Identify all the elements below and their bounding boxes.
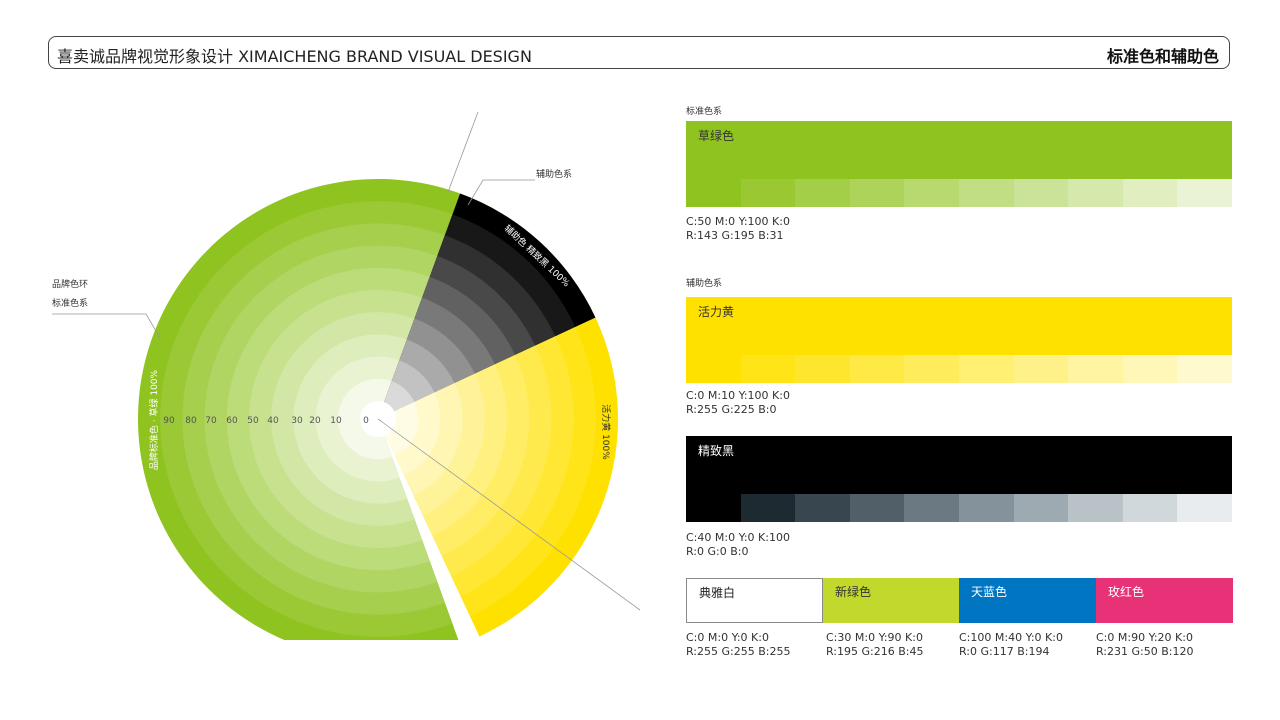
green-tint-cell <box>686 179 741 207</box>
header-bar: 喜卖诚品牌视觉形象设计 XIMAICHENG BRAND VISUAL DESI… <box>48 36 1230 69</box>
black-swatch: 精致黑 <box>686 436 1232 494</box>
ring-number: 0 <box>363 416 369 426</box>
new-green-color-values: C:30 M:0 Y:90 K:0 R:195 G:216 B:45 <box>826 631 923 659</box>
black-tint-cell <box>1013 494 1069 522</box>
wheel-divider-line-top <box>447 111 479 193</box>
black-cmyk: C:40 M:0 Y:0 K:100 <box>686 531 790 544</box>
ring-number: 40 <box>267 416 279 426</box>
sky-blue-rgb: R:0 G:117 B:194 <box>959 645 1050 658</box>
white-rgb: R:255 G:255 B:255 <box>686 645 791 658</box>
rose-red-color-name: 玫红色 <box>1108 585 1145 599</box>
green-tint-cell <box>740 179 796 207</box>
ring-number: 70 <box>205 416 217 426</box>
sky-blue-color-name: 天蓝色 <box>971 585 1008 599</box>
yellow-tint-cell <box>904 355 959 383</box>
section-title: 标准色和辅助色 <box>1106 47 1219 66</box>
black-tint-cell <box>1122 494 1178 522</box>
green-tint-cell <box>958 179 1014 207</box>
green-color-name: 草绿色 <box>698 129 735 143</box>
yellow-swatch: 活力黄 <box>686 297 1232 355</box>
new-green-cmyk: C:30 M:0 Y:90 K:0 <box>826 631 923 644</box>
brand-color-wheel: 品牌标准色 · 草绿 100% 辅助色 精致黑 100% 活力黄 100% 90… <box>52 111 641 640</box>
green-cmyk: C:50 M:0 Y:100 K:0 <box>686 215 790 228</box>
ring-number: 20 <box>309 416 321 426</box>
yellow-arc-label: 活力黄 100% <box>600 404 612 460</box>
callout-standard-series: 标准色系 <box>52 299 89 309</box>
black-color-values: C:40 M:0 Y:0 K:100 R:0 G:0 B:0 <box>686 531 790 559</box>
sky-blue-color-values: C:100 M:40 Y:0 K:0 R:0 G:117 B:194 <box>959 631 1063 659</box>
yellow-tint-cell <box>1013 355 1069 383</box>
callout-line-left <box>52 313 161 339</box>
black-tint-cell <box>904 494 959 522</box>
green-tint-strip <box>686 179 1232 207</box>
yellow-color-name: 活力黄 <box>698 305 735 319</box>
green-tint-cell <box>904 179 959 207</box>
black-tint-cell <box>740 494 796 522</box>
standard-group-label: 标准色系 <box>686 107 723 117</box>
white-color-name: 典雅白 <box>699 586 736 600</box>
yellow-tint-cell <box>740 355 796 383</box>
ring-number: 60 <box>226 416 238 426</box>
yellow-cmyk: C:0 M:10 Y:100 K:0 <box>686 389 790 402</box>
standard-green-panel: 草绿色 <box>686 121 1232 207</box>
green-tint-cell <box>849 179 905 207</box>
green-tint-cell <box>795 179 850 207</box>
yellow-rgb: R:255 G:225 B:0 <box>686 403 777 416</box>
auxiliary-group-label: 辅助色系 <box>686 279 723 289</box>
rose-red-cmyk: C:0 M:90 Y:20 K:0 <box>1096 631 1193 644</box>
ring-number-labels: 90 80 70 60 50 40 30 20 10 0 <box>163 416 369 426</box>
ring-number: 10 <box>330 416 342 426</box>
sky-blue-cmyk: C:100 M:40 Y:0 K:0 <box>959 631 1063 644</box>
auxiliary-yellow-panel: 活力黄 <box>686 297 1232 383</box>
white-cmyk: C:0 M:0 Y:0 K:0 <box>686 631 769 644</box>
swatch-new-green: 新绿色 <box>823 578 960 623</box>
yellow-color-values: C:0 M:10 Y:100 K:0 R:255 G:225 B:0 <box>686 389 790 417</box>
auxiliary-black-panel: 精致黑 <box>686 436 1232 522</box>
yellow-tint-cell <box>958 355 1014 383</box>
black-tint-cell <box>1068 494 1123 522</box>
ring-number: 90 <box>163 416 175 426</box>
black-rgb: R:0 G:0 B:0 <box>686 545 749 558</box>
black-tint-cell <box>686 494 741 522</box>
page-title: 喜卖诚品牌视觉形象设计 XIMAICHENG BRAND VISUAL DESI… <box>57 47 532 66</box>
new-green-color-name: 新绿色 <box>835 585 872 599</box>
yellow-tint-cell <box>1122 355 1178 383</box>
green-tint-cell <box>1013 179 1069 207</box>
black-tint-cell <box>795 494 850 522</box>
callout-brand-wheel: 品牌色环 <box>52 280 89 290</box>
green-tint-cell <box>1122 179 1178 207</box>
green-tint-cell <box>1177 179 1232 207</box>
green-tint-cell <box>1068 179 1123 207</box>
new-green-rgb: R:195 G:216 B:45 <box>826 645 924 658</box>
yellow-tint-cell <box>795 355 850 383</box>
black-tint-cell <box>1177 494 1232 522</box>
wheel-divider-line-bottom <box>377 418 641 611</box>
black-color-name: 精致黑 <box>698 444 735 458</box>
ring-number: 50 <box>247 416 259 426</box>
swatch-rose-red: 玫红色 <box>1096 578 1233 623</box>
wheel-sectors <box>138 179 618 640</box>
rose-red-color-values: C:0 M:90 Y:20 K:0 R:231 G:50 B:120 <box>1096 631 1193 659</box>
callout-line-right <box>467 179 535 206</box>
yellow-tint-cell <box>1177 355 1232 383</box>
white-color-values: C:0 M:0 Y:0 K:0 R:255 G:255 B:255 <box>686 631 790 659</box>
rose-red-rgb: R:231 G:50 B:120 <box>1096 645 1194 658</box>
yellow-tint-cell <box>1068 355 1123 383</box>
green-color-values: C:50 M:0 Y:100 K:0 R:143 G:195 B:31 <box>686 215 790 243</box>
yellow-tint-cell <box>849 355 905 383</box>
black-tint-cell <box>958 494 1014 522</box>
green-swatch: 草绿色 <box>686 121 1232 179</box>
callout-auxiliary-series: 辅助色系 <box>536 170 573 180</box>
green-rgb: R:143 G:195 B:31 <box>686 229 784 242</box>
yellow-tint-strip <box>686 355 1232 383</box>
black-tint-strip <box>686 494 1232 522</box>
green-arc-label: 品牌标准色 · 草绿 100% <box>148 369 160 470</box>
black-tint-cell <box>849 494 905 522</box>
yellow-tint-cell <box>686 355 741 383</box>
ring-number: 30 <box>291 416 303 426</box>
ring-number: 80 <box>185 416 197 426</box>
swatch-sky-blue: 天蓝色 <box>959 578 1096 623</box>
swatch-elegant-white: 典雅白 <box>686 578 823 623</box>
